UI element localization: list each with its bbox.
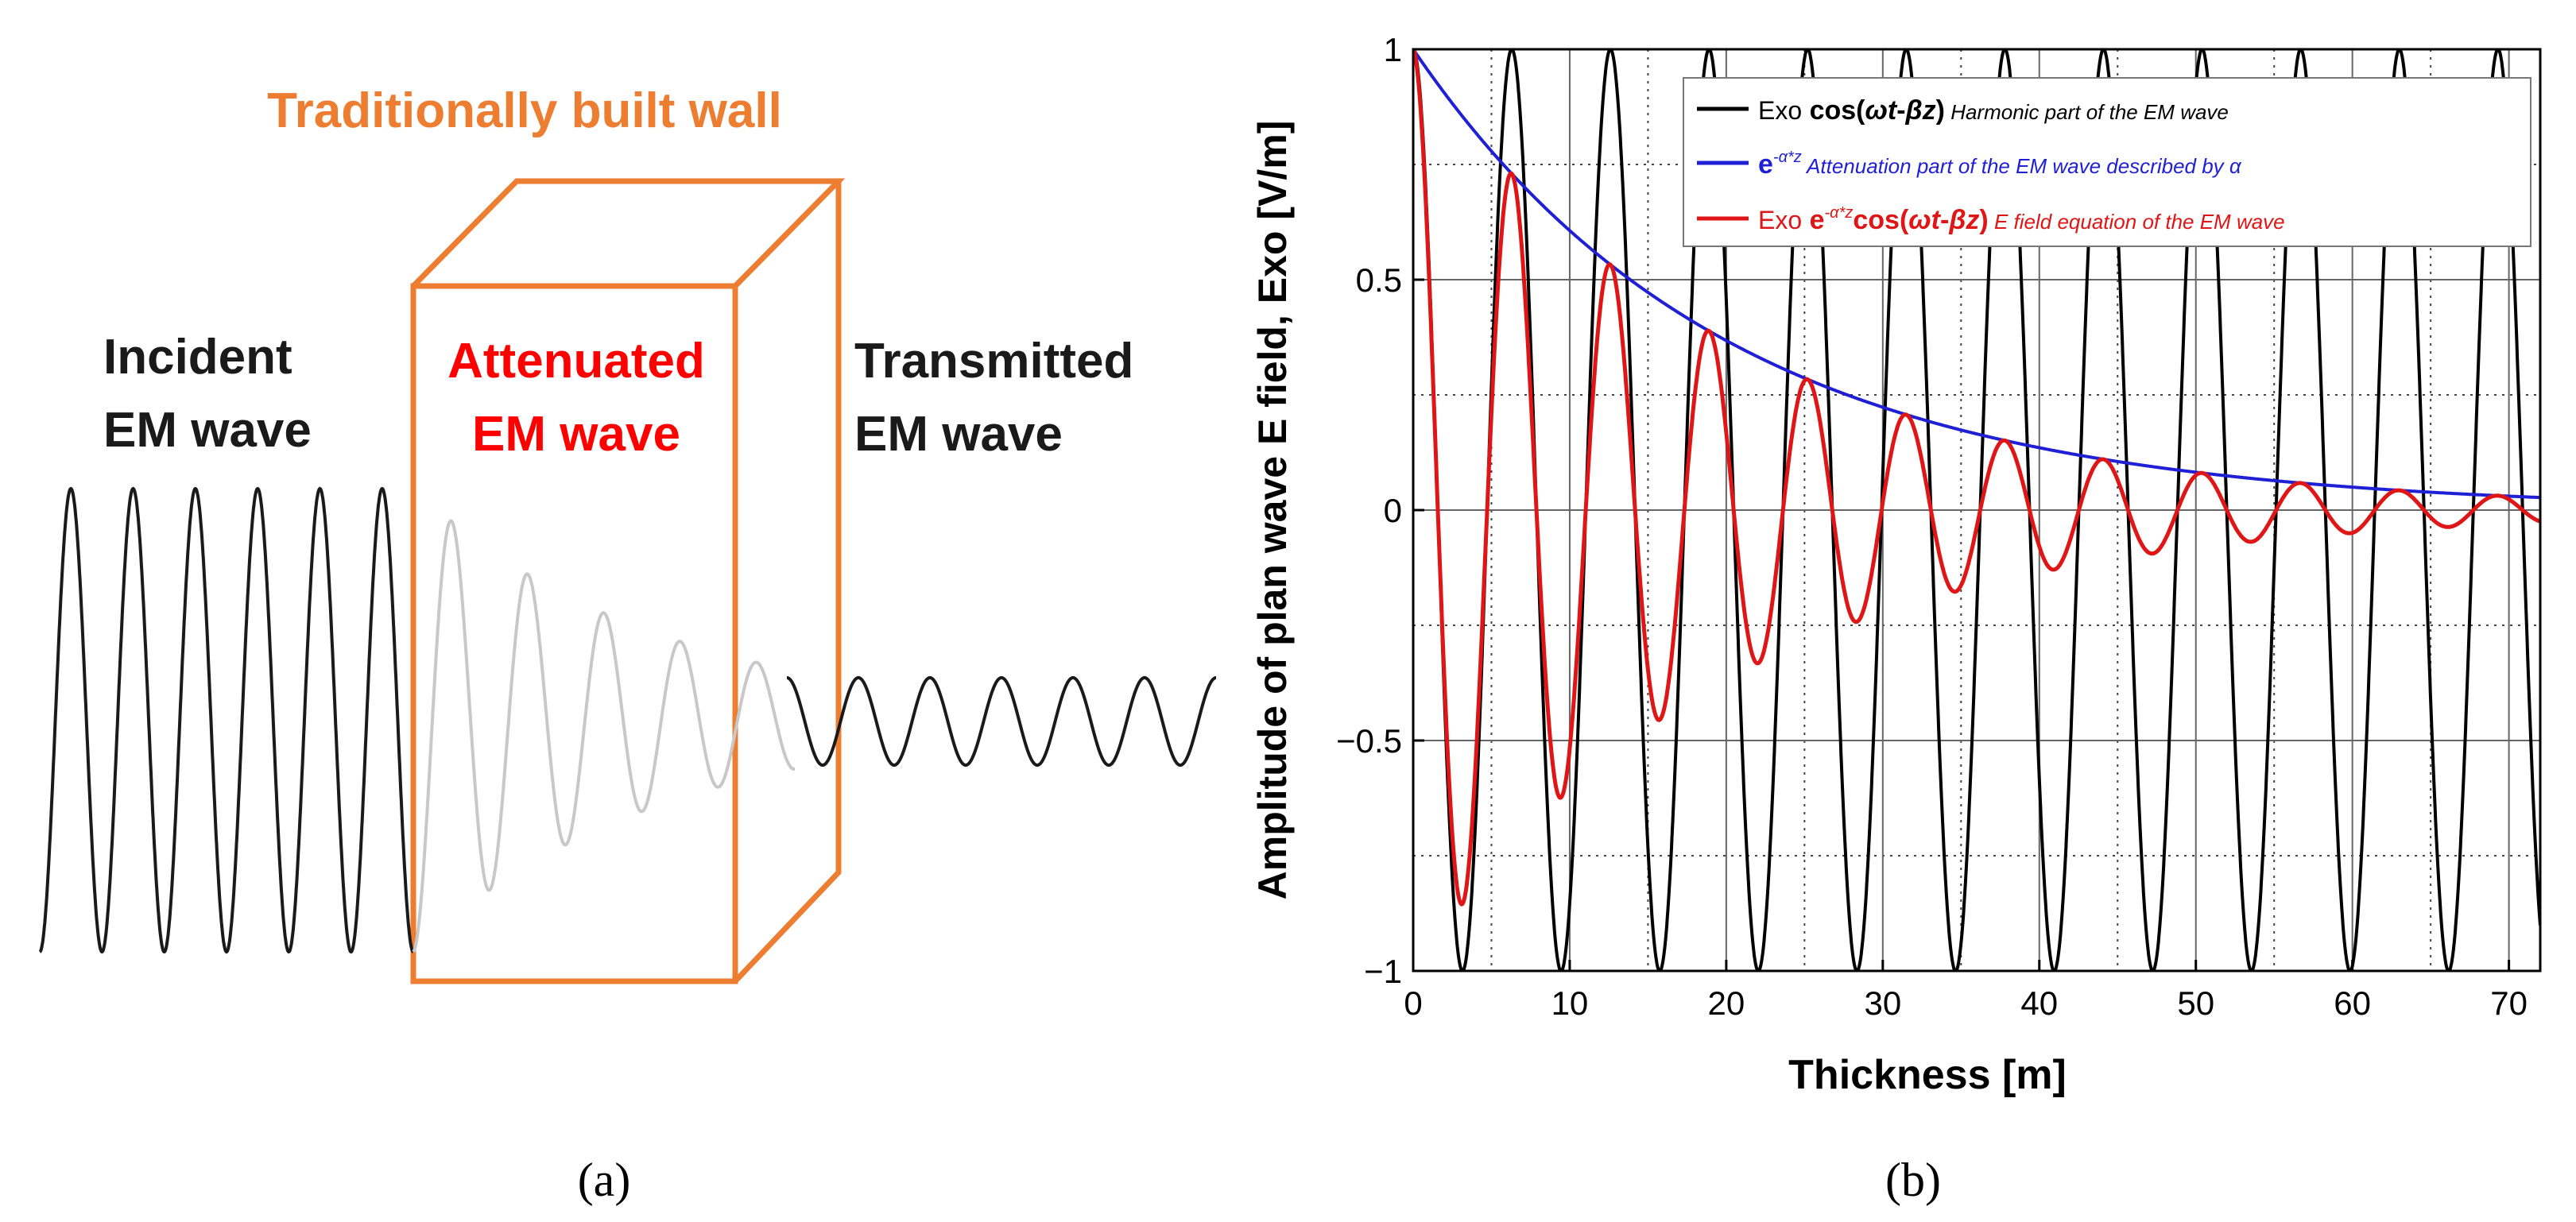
incident-label-line1: Incident: [103, 330, 292, 385]
legend-efield-desc: E field equation of the EM wave: [1989, 210, 2285, 234]
legend-harmonic-minus: -: [1896, 95, 1905, 126]
legend-attenuation-exp: -α*z: [1773, 149, 1802, 166]
wall-front-face: [410, 283, 738, 984]
x-tick-label: 30: [1864, 984, 1901, 1022]
y-tick-label: 0: [1384, 492, 1402, 529]
x-axis-label: Thickness [m]: [1788, 1052, 2067, 1098]
y-tick-label: 1: [1384, 31, 1402, 68]
wall-side-face: [733, 181, 842, 984]
transmitted-wave: [786, 676, 1217, 767]
legend-attenuation-e: e: [1758, 149, 1773, 180]
legend-efield-exp: -α*z: [1825, 204, 1854, 222]
e-field-line: [1413, 49, 2540, 907]
legend-efield-cos: cos(: [1853, 205, 1909, 235]
legend-harmonic-exo: Exo: [1758, 96, 1802, 125]
legend-entry-attenuation: e-α*z Attenuation part of the EM wave de…: [1758, 149, 2242, 180]
legend-harmonic-close: ): [1936, 95, 1945, 126]
transmitted-label-line1: Transmitted: [854, 334, 1133, 389]
transmitted-label-line2: EM wave: [854, 407, 1063, 462]
x-tick-label: 0: [1404, 984, 1422, 1022]
legend-attenuation-desc: Attenuation part of the EM wave describe…: [1802, 154, 2242, 178]
legend-efield-close: ): [1979, 205, 1988, 235]
axis-ticks: 0 10 20 30 40 50 60 70 −1 −0.5 0 0.5 1: [1336, 31, 2528, 1022]
attenuation-line: [1413, 49, 2540, 500]
attenuated-label-line1: Attenuated: [447, 334, 705, 389]
x-tick-label: 10: [1551, 984, 1589, 1022]
y-axis-label: Amplitude of plan wave E field, Exo [V/m…: [1250, 121, 1295, 900]
attenuated-label-line2: EM wave: [472, 407, 680, 462]
wall-box: [410, 178, 846, 984]
y-tick-label: −1: [1364, 953, 1402, 990]
attenuated-wave: [412, 519, 795, 953]
x-tick-label: 40: [2020, 984, 2058, 1022]
legend-harmonic-desc: Harmonic part of the EM wave: [1945, 100, 2229, 124]
legend-harmonic-cos: cos(: [1802, 95, 1865, 126]
panel-b-label: (b): [1885, 1154, 1941, 1206]
legend-harmonic-bz: βz: [1905, 95, 1936, 126]
x-tick-label: 70: [2490, 984, 2528, 1022]
legend: Exo cos(ωt-βz) Harmonic part of the EM w…: [1683, 77, 2531, 247]
legend-efield-wt: ωt: [1908, 205, 1941, 235]
x-tick-label: 60: [2334, 984, 2371, 1022]
incident-label-line2: EM wave: [103, 403, 312, 458]
wall-top-face: [411, 178, 846, 288]
incident-wave: [38, 486, 415, 954]
legend-efield-e: e: [1802, 205, 1824, 235]
x-tick-label: 20: [1708, 984, 1745, 1022]
legend-box: [1683, 77, 2531, 247]
y-tick-label: −0.5: [1336, 722, 1402, 760]
legend-efield-exo: Exo: [1758, 206, 1802, 234]
legend-efield-minus: -: [1940, 205, 1949, 235]
wall-title: Traditionally built wall: [267, 83, 782, 138]
legend-harmonic-wt: ωt: [1865, 95, 1898, 126]
panel-a: Traditionally built wall Incident EM wav…: [38, 83, 1217, 1206]
y-tick-label: 0.5: [1356, 261, 1402, 299]
legend-entry-harmonic: Exo cos(ωt-βz) Harmonic part of the EM w…: [1758, 95, 2229, 126]
legend-efield-bz: βz: [1948, 205, 1979, 235]
legend-entry-efield: Exo e-α*zcos(ωt-βz) E field equation of …: [1758, 204, 2285, 235]
panel-b: 0 10 20 30 40 50 60 70−1−0.500.51 Exo cos(ωt-βz…: [1250, 31, 2542, 1206]
x-tick-label: 50: [2177, 984, 2214, 1022]
panel-a-label: (a): [578, 1154, 631, 1206]
